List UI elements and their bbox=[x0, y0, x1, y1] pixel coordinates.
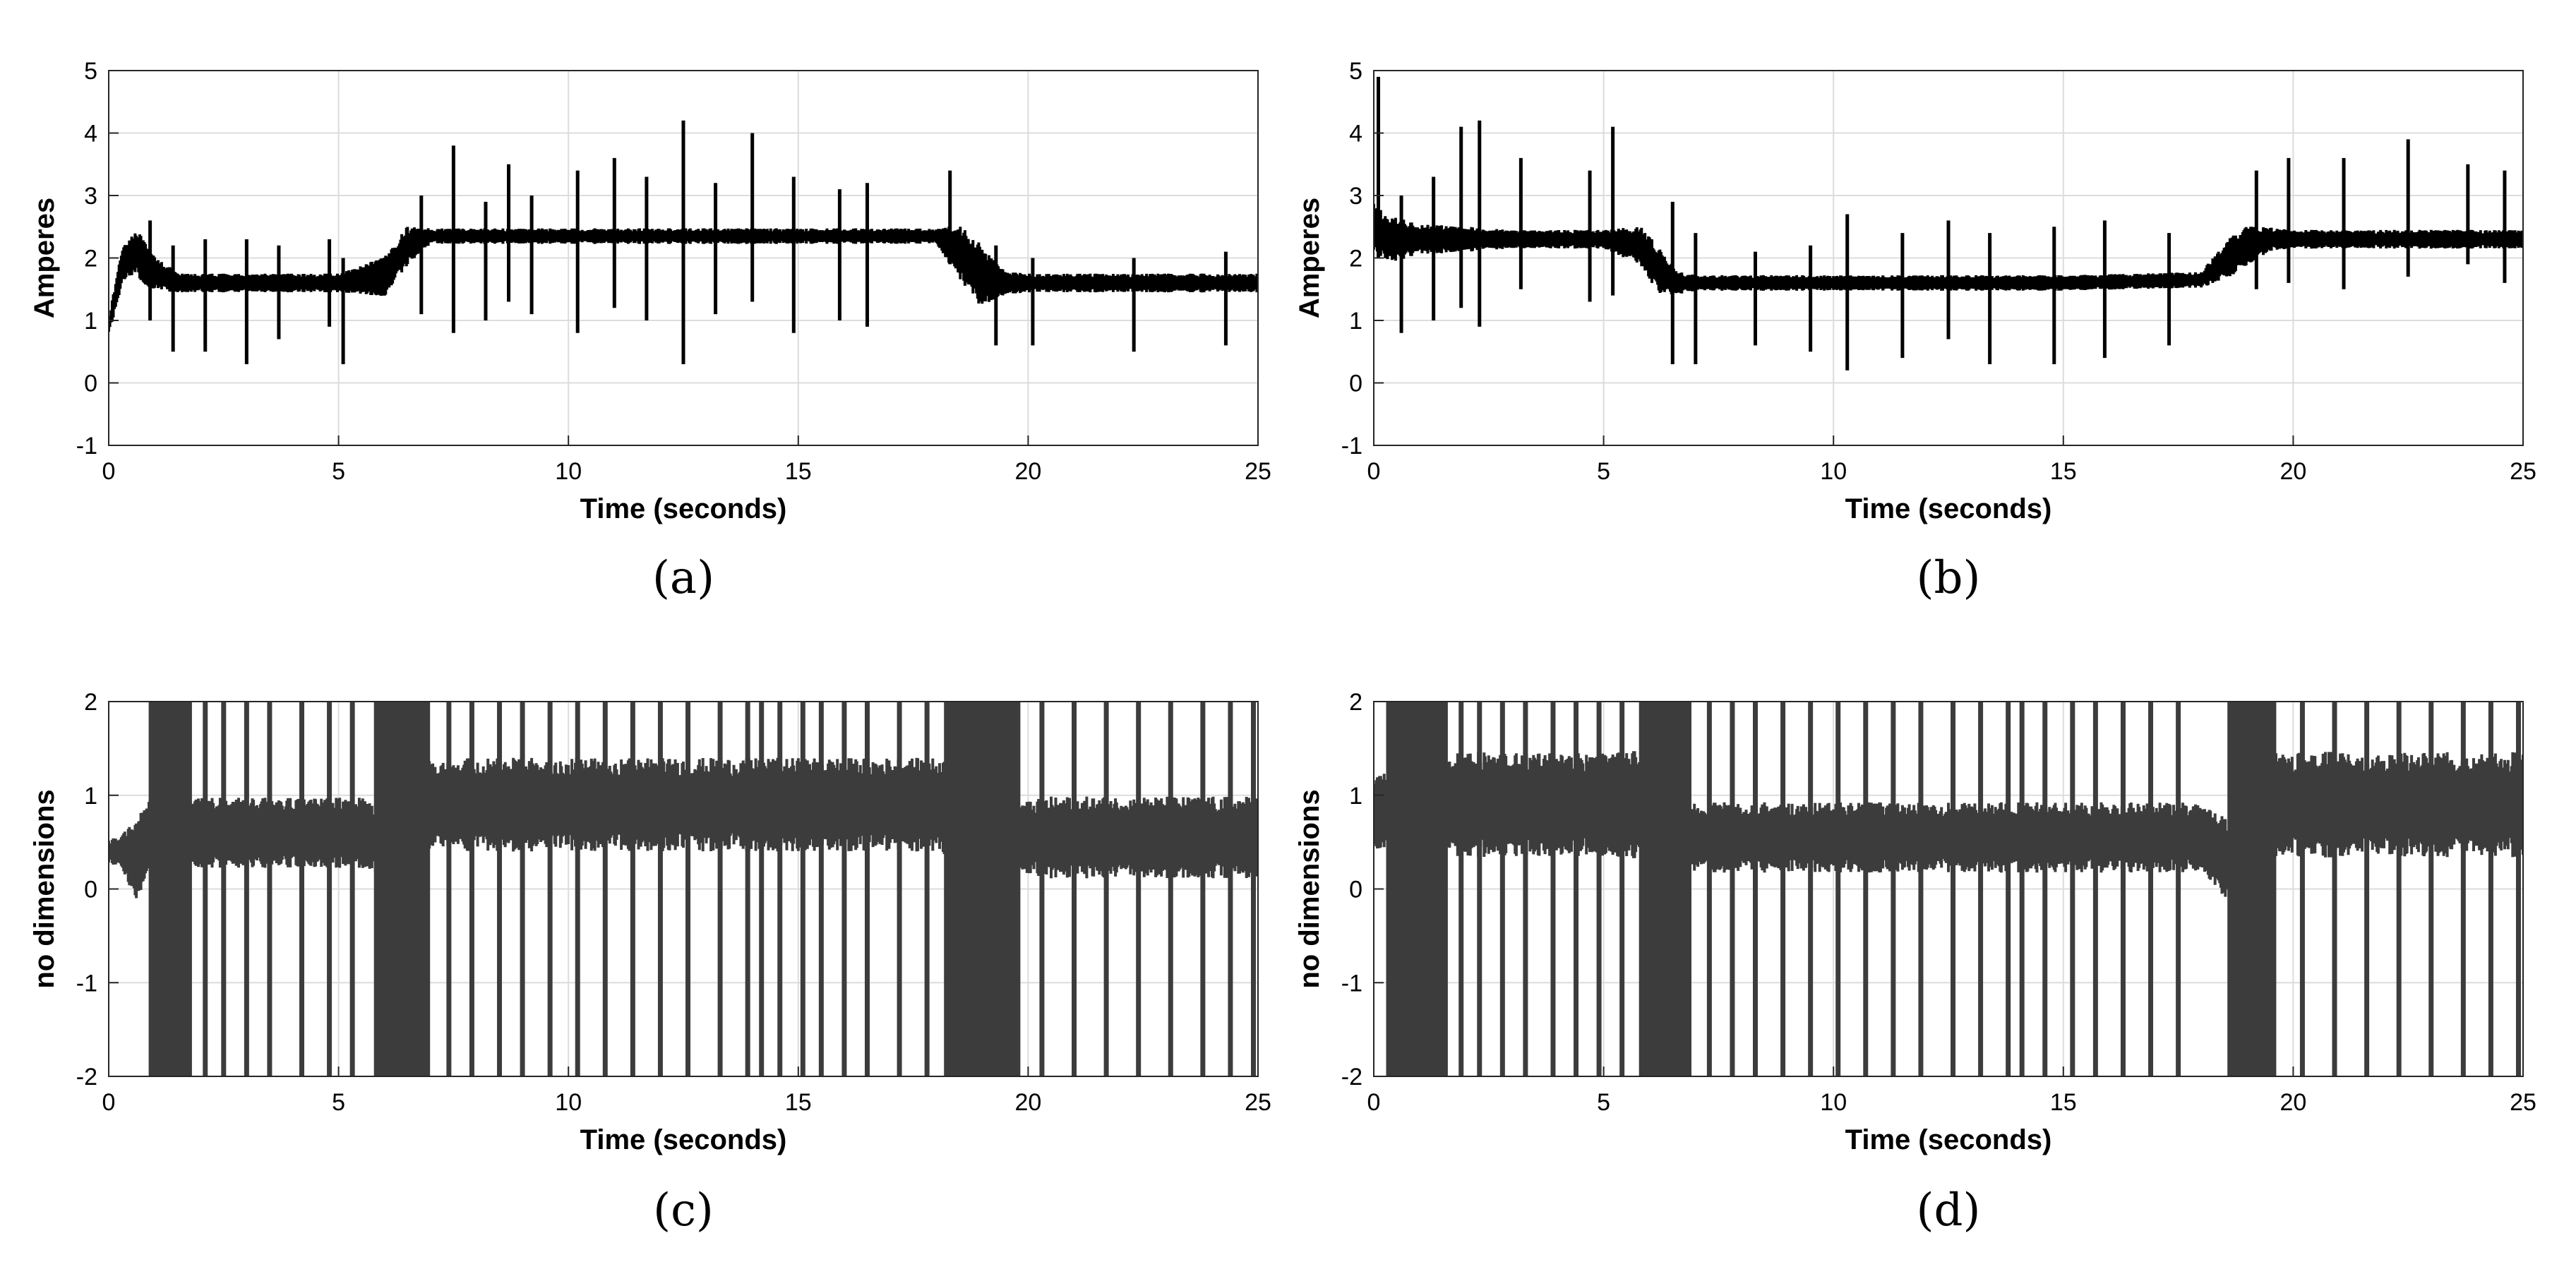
data-layer bbox=[1374, 702, 2523, 1076]
y-axis-label: Amperes bbox=[1294, 198, 1325, 318]
y-tick-label: 1 bbox=[84, 783, 97, 810]
panel-caption: (a) bbox=[652, 552, 714, 604]
x-tick-label: 10 bbox=[1820, 458, 1847, 485]
saturation-zone bbox=[1639, 702, 1691, 1076]
y-tick-label: 2 bbox=[1349, 689, 1362, 716]
x-tick-label: 15 bbox=[2050, 1089, 2077, 1116]
x-tick-label: 10 bbox=[555, 1089, 582, 1116]
x-tick-label: 20 bbox=[1014, 1089, 1041, 1116]
x-tick-label: 15 bbox=[785, 458, 812, 485]
panel-caption: (c) bbox=[653, 1184, 714, 1237]
y-tick-label: 0 bbox=[84, 877, 97, 903]
x-tick-label: 25 bbox=[1245, 458, 1271, 485]
x-tick-label: 20 bbox=[2280, 1089, 2306, 1116]
x-tick-label: 25 bbox=[2510, 458, 2536, 485]
y-tick-label: 1 bbox=[84, 308, 97, 335]
y-tick-label: 4 bbox=[84, 121, 97, 148]
chart-panel: 0 5 10 15 20 25 -2 -1 0 1 2 Time (seconds) no dimens… bbox=[1294, 689, 2536, 1237]
x-tick-label: 10 bbox=[555, 458, 582, 485]
y-tick-label: 0 bbox=[1349, 877, 1362, 903]
y-tick-label: 3 bbox=[1349, 183, 1362, 210]
x-axis-label: Time (seconds) bbox=[580, 1124, 787, 1155]
y-tick-label: 5 bbox=[1349, 58, 1362, 85]
x-tick-label: 5 bbox=[1597, 458, 1610, 485]
y-tick-label: -1 bbox=[1341, 433, 1362, 459]
x-tick-label: 0 bbox=[102, 1089, 116, 1116]
data-layer bbox=[109, 702, 1258, 1076]
x-tick-label: 20 bbox=[1014, 458, 1041, 485]
y-axis-label: no dimensions bbox=[1294, 789, 1325, 988]
y-tick-label: -1 bbox=[1341, 970, 1362, 997]
y-tick-label: 2 bbox=[1349, 246, 1362, 272]
saturation-zone bbox=[1386, 702, 1448, 1076]
saturation-zone bbox=[373, 702, 431, 1076]
x-tick-label: 5 bbox=[332, 1089, 345, 1116]
chart-panel: 0 5 10 15 20 25 -2 -1 0 1 2 Time (seconds) no dimens… bbox=[29, 689, 1271, 1237]
x-axis-label: Time (seconds) bbox=[1845, 1124, 2052, 1155]
x-axis-label: Time (seconds) bbox=[1845, 493, 2052, 524]
x-tick-label: 25 bbox=[2510, 1089, 2536, 1116]
x-tick-label: 5 bbox=[332, 458, 345, 485]
data-layer bbox=[109, 120, 1258, 364]
y-tick-label: 0 bbox=[1349, 371, 1362, 397]
y-tick-label: 1 bbox=[1349, 783, 1362, 810]
y-tick-label: -2 bbox=[1341, 1064, 1362, 1090]
y-tick-label: 3 bbox=[84, 183, 97, 210]
saturation-zone bbox=[148, 702, 192, 1076]
x-tick-label: 20 bbox=[2280, 458, 2306, 485]
y-tick-label: 4 bbox=[1349, 121, 1362, 148]
y-tick-label: -1 bbox=[76, 433, 97, 459]
y-axis-label: no dimensions bbox=[29, 789, 60, 988]
y-tick-label: 2 bbox=[84, 689, 97, 716]
y-tick-label: -1 bbox=[76, 970, 97, 997]
x-tick-label: 25 bbox=[1245, 1089, 1271, 1116]
x-tick-label: 15 bbox=[2050, 458, 2077, 485]
signal-band bbox=[109, 227, 1258, 332]
y-tick-label: 5 bbox=[84, 58, 97, 85]
x-tick-label: 15 bbox=[785, 1089, 812, 1116]
y-axis-label: Amperes bbox=[29, 198, 60, 318]
saturation-zone bbox=[944, 702, 1021, 1076]
saturation-zone bbox=[2227, 702, 2277, 1076]
y-tick-label: -2 bbox=[76, 1064, 97, 1090]
x-tick-label: 5 bbox=[1597, 1089, 1610, 1116]
x-axis-label: Time (seconds) bbox=[580, 493, 787, 524]
y-tick-label: 0 bbox=[84, 371, 97, 397]
x-tick-label: 0 bbox=[1367, 1089, 1381, 1116]
panel-caption: (d) bbox=[1917, 1184, 1981, 1237]
x-tick-label: 0 bbox=[1367, 458, 1381, 485]
x-tick-label: 10 bbox=[1820, 1089, 1847, 1116]
y-tick-label: 1 bbox=[1349, 308, 1362, 335]
x-tick-label: 0 bbox=[102, 458, 116, 485]
panel-caption: (b) bbox=[1917, 552, 1981, 604]
y-tick-label: 2 bbox=[84, 246, 97, 272]
data-layer bbox=[1374, 76, 2523, 371]
